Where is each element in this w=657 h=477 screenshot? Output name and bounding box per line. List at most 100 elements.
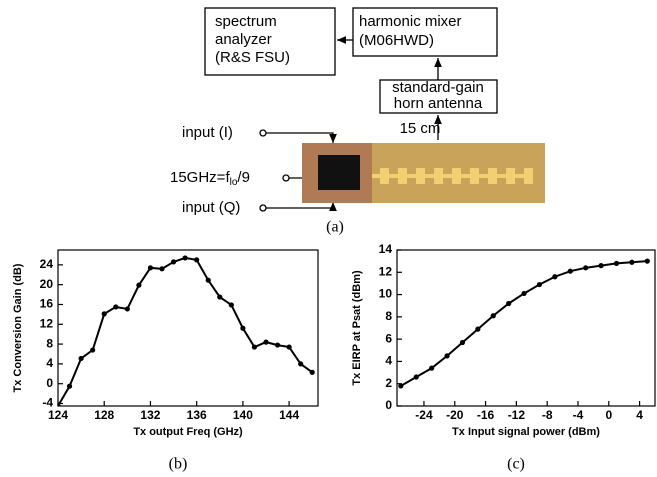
- x-axis-label: Tx output Freq (GHz): [133, 426, 243, 438]
- antenna-pads: [372, 168, 533, 184]
- plot-frame: [396, 249, 656, 407]
- data-point: [251, 344, 258, 350]
- x-tick-label: 140: [233, 408, 253, 422]
- x-tick-label: -12: [508, 408, 526, 422]
- x-tick-label: 144: [279, 408, 299, 422]
- label: standard-gain: [392, 79, 484, 96]
- port: [282, 174, 290, 182]
- y-tick-label: -4: [42, 396, 53, 410]
- arrow: [266, 202, 337, 212]
- data-point: [309, 369, 315, 375]
- data-point: [413, 374, 419, 380]
- y-tick-label: 6: [385, 331, 392, 345]
- label: lo: [230, 177, 238, 188]
- data-point: [398, 383, 404, 389]
- data-point: [147, 265, 154, 271]
- data-point: [90, 347, 96, 353]
- x-tick-label: -24: [415, 408, 433, 422]
- y-tick-label: 20: [40, 277, 54, 291]
- data-point: [475, 326, 481, 332]
- caption: (c): [507, 456, 525, 473]
- data-point: [101, 311, 107, 317]
- x-tick-label: 128: [94, 408, 114, 422]
- data-point: [298, 361, 304, 367]
- caption: (a): [326, 219, 344, 236]
- y-tick-label: 12: [379, 264, 393, 278]
- plot-frame: [57, 249, 319, 407]
- data-point: [170, 259, 177, 265]
- data-point: [583, 265, 589, 271]
- data-point: [78, 355, 84, 362]
- data-point: [444, 353, 450, 359]
- y-axis-label: Tx EIRP at Psat (dBm): [351, 270, 363, 386]
- data-point: [136, 282, 142, 288]
- x-tick-label: 4: [636, 408, 643, 422]
- x-tick-label: -20: [446, 408, 464, 422]
- data-point: [567, 268, 573, 274]
- x-tick-label: -16: [477, 408, 495, 422]
- y-axis-label: Tx Conversion Gain (dB): [12, 263, 24, 392]
- data-point: [629, 259, 635, 265]
- data-point: [228, 302, 234, 308]
- y-tick-label: 24: [40, 257, 54, 271]
- data-point: [521, 290, 527, 297]
- x-tick-label: -4: [573, 408, 584, 422]
- data-point: [58, 403, 61, 406]
- data-point: [66, 383, 73, 389]
- chip-photo: [302, 143, 545, 203]
- port: [259, 129, 267, 137]
- caption: (b): [169, 456, 188, 473]
- y-tick-label: 12: [40, 316, 54, 330]
- data-point: [536, 281, 543, 288]
- label: /9: [237, 169, 250, 186]
- data-point: [240, 325, 246, 331]
- chip: [318, 155, 360, 190]
- label: 15 cm: [400, 120, 441, 137]
- y-tick-label: 4: [46, 356, 53, 370]
- x-tick-label: 124: [48, 408, 68, 422]
- data-point: [286, 344, 292, 350]
- label: 15GHz=flo/9: [170, 169, 250, 188]
- label: spectrum: [215, 13, 277, 30]
- label: analyzer: [215, 31, 272, 48]
- data-point: [194, 257, 200, 263]
- y-tick-label: 8: [385, 309, 392, 323]
- y-tick-label: 2: [385, 376, 392, 390]
- x-axis-label: Tx Input signal power (dBm): [452, 426, 600, 438]
- data-point: [459, 339, 466, 346]
- y-tick-label: 0: [385, 398, 392, 412]
- block-diagram: [204, 7, 498, 212]
- label: (M06HWD): [359, 32, 434, 49]
- data-point: [490, 313, 496, 319]
- data-point: [217, 294, 223, 300]
- label: horn antenna: [394, 95, 483, 112]
- mixer-box: [352, 7, 498, 57]
- x-tick-label: 136: [187, 408, 207, 422]
- data-line: [58, 256, 313, 406]
- label: input (Q): [182, 199, 240, 216]
- y-tick-label: 16: [40, 297, 54, 311]
- y-tick-label: 4: [385, 354, 392, 368]
- data-point: [205, 277, 211, 283]
- data-point: [263, 339, 269, 345]
- data-point: [182, 255, 188, 261]
- data-point: [644, 258, 650, 264]
- data-point: [506, 300, 512, 307]
- data-point: [598, 263, 604, 269]
- data-line: [400, 260, 648, 387]
- data-point: [429, 365, 435, 371]
- y-tick-label: 8: [46, 336, 53, 350]
- y-tick-label: 14: [379, 242, 393, 256]
- y-tick-label: 0: [46, 376, 53, 390]
- label: 15GHz=f: [170, 169, 230, 186]
- data-point: [274, 342, 281, 348]
- data-point: [552, 274, 558, 280]
- analyzer-box: [204, 7, 336, 76]
- data-point: [124, 306, 130, 312]
- arrow: [266, 132, 337, 143]
- label: (R&S FSU): [215, 49, 290, 66]
- x-tick-label: -8: [542, 408, 553, 422]
- x-tick-label: 132: [140, 408, 160, 422]
- data-point: [159, 266, 165, 272]
